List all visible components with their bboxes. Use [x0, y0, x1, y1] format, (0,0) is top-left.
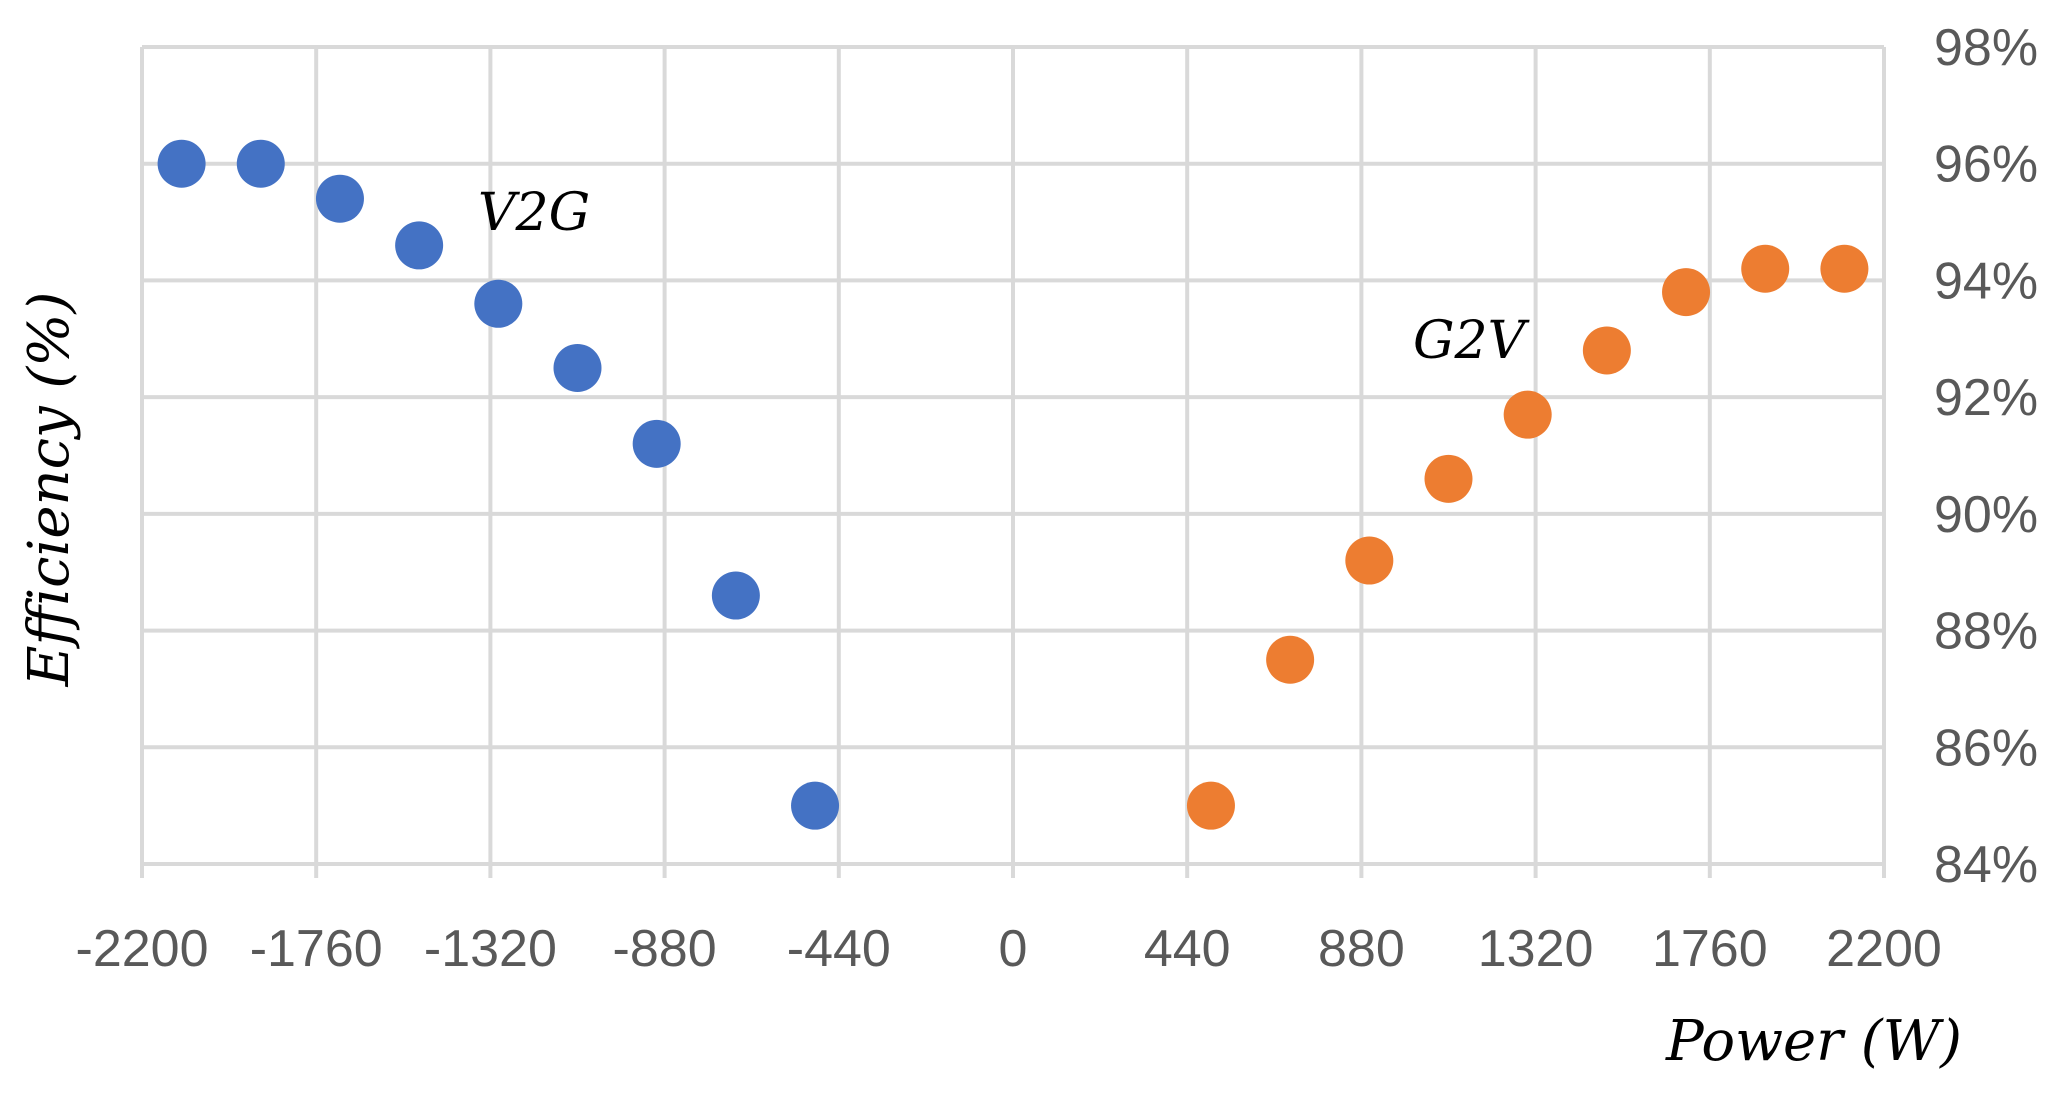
v2g-series-label: V2G [478, 183, 590, 243]
y-tick-label: 86% [1934, 719, 2038, 777]
g2v-data-point [1424, 454, 1473, 503]
x-tick-label: -2200 [76, 920, 209, 978]
v2g-data-point [632, 419, 681, 468]
v2g-data-point [395, 221, 444, 270]
x-axis-title: Power (W) [1665, 1009, 1962, 1074]
g2v-data-point [1266, 635, 1315, 684]
y-tick-label: 88% [1934, 603, 2038, 661]
v2g-data-point [157, 139, 206, 188]
v2g-data-point [711, 571, 760, 620]
y-tick-label: 90% [1934, 486, 2038, 544]
y-tick-label: 98% [1934, 19, 2038, 77]
x-tick-labels: -2200 -1760 -1320 -880 -440 0 440 880 1320 1760 22… [76, 920, 1942, 978]
data-points [157, 139, 1869, 830]
x-tick-label: 880 [1318, 920, 1405, 978]
g2v-data-point [1345, 536, 1394, 585]
y-tick-label: 94% [1934, 252, 2038, 310]
y-tick-label: 92% [1934, 369, 2038, 427]
v2g-data-point [791, 781, 840, 830]
v2g-data-point [474, 279, 523, 328]
g2v-series-label: G2V [1413, 311, 1530, 371]
g2v-data-point [1186, 781, 1235, 830]
y-tick-label: 84% [1934, 836, 2038, 894]
x-tick-label: -440 [787, 920, 891, 978]
x-tick-label: 1320 [1478, 920, 1594, 978]
x-tick-label: -1760 [250, 920, 383, 978]
axes [140, 862, 1886, 878]
g2v-data-point [1820, 244, 1869, 293]
v2g-data-point [236, 139, 285, 188]
g2v-data-point [1503, 390, 1552, 439]
x-tick-label: 1760 [1652, 920, 1768, 978]
y-tick-labels: 84% 86% 88% 90% 92% 94% 96% 98% [1934, 19, 2038, 894]
x-tick-label: -1320 [424, 920, 557, 978]
g2v-data-point [1582, 326, 1631, 375]
x-tick-label: 440 [1144, 920, 1231, 978]
y-axis-title: Efficiency (%) [17, 292, 82, 688]
x-tick-label: 2200 [1826, 920, 1942, 978]
v2g-data-point [553, 343, 602, 392]
y-tick-label: 96% [1934, 136, 2038, 194]
v2g-data-point [315, 174, 364, 223]
x-tick-label: -880 [613, 920, 717, 978]
grid-lines [140, 45, 1886, 866]
g2v-data-point [1741, 244, 1790, 293]
g2v-data-point [1662, 268, 1711, 317]
series-labels: V2G G2V [478, 183, 1530, 371]
x-tick-label: 0 [999, 920, 1028, 978]
